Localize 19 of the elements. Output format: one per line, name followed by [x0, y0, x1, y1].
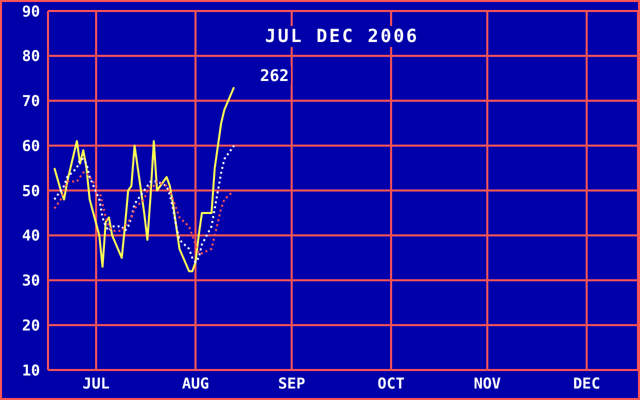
x-tick-label: AUG [182, 374, 210, 393]
text: JUL DEC 2006 [260, 26, 424, 47]
y-tick-label: 90 [22, 2, 40, 20]
x-tick-label: OCT [378, 374, 405, 393]
x-tick-label: DEC [573, 374, 600, 393]
x-tick-label: NOV [474, 374, 501, 393]
y-tick-label: 30 [22, 272, 40, 290]
y-tick-label: 20 [22, 316, 40, 334]
x-tick-label: JUL [82, 374, 110, 393]
annotation: 262 [258, 66, 291, 85]
line-series [53, 86, 235, 272]
y-tick-label: 10 [22, 361, 40, 380]
y-tick-label: 50 [22, 182, 40, 200]
x-tick-label: SEP [278, 374, 306, 393]
line-series [53, 144, 235, 264]
y-tick-label: 70 [22, 92, 40, 110]
y-tick-label: 60 [22, 136, 40, 155]
y-tick-label: 40 [22, 226, 40, 245]
y-tick-label: 80 [22, 47, 40, 66]
